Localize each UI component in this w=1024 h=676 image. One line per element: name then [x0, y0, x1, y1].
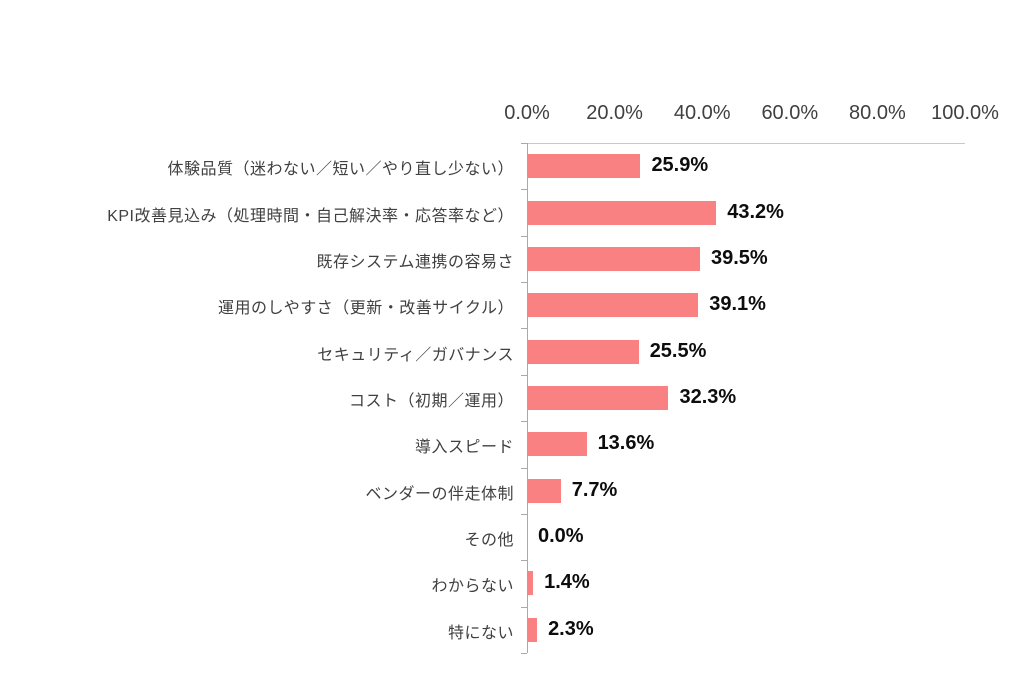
value-label: 1.4%: [544, 571, 590, 594]
value-axis-line: [527, 143, 965, 144]
category-label: ベンダーの伴走体制: [365, 485, 514, 503]
category-label: コスト（初期／運用）: [348, 393, 514, 410]
category-axis-tick: [521, 189, 527, 191]
category-axis-tick: [521, 328, 527, 330]
category-label: KPI改善見込み（処理時間・自己解決率・応答率など）: [107, 207, 514, 225]
x-axis-tick-label: 0.0%: [504, 102, 550, 124]
value-label: 25.5%: [649, 339, 707, 362]
category-axis-tick: [521, 513, 527, 515]
bar: [527, 478, 561, 503]
bar: [527, 386, 669, 410]
value-label: 13.6%: [597, 432, 655, 455]
value-label: 0.0%: [538, 525, 584, 548]
x-axis-tick-label: 100.0%: [931, 102, 999, 124]
x-axis-tick-label: 20.0%: [586, 102, 643, 124]
category-axis-tick: [521, 560, 527, 562]
category-axis-tick: [521, 282, 527, 284]
category-label: 体験品質（迷わない／短い／やり直し少ない）: [167, 161, 514, 179]
bar: [527, 293, 699, 318]
category-label: 導入スピード: [414, 439, 514, 457]
value-label: 2.3%: [548, 617, 594, 640]
x-axis-tick-label: 60.0%: [761, 102, 819, 124]
x-axis-tick-label: 80.0%: [849, 102, 906, 124]
category-axis-tick: [521, 374, 527, 376]
bar: [527, 432, 587, 457]
category-label: 特にない: [447, 624, 514, 642]
bar: [527, 200, 717, 225]
value-label: 32.3%: [679, 386, 737, 408]
category-label: 既存システム連携の容易さ: [316, 253, 514, 271]
category-label: 運用のしやすさ（更新・改善サイクル）: [217, 300, 514, 318]
value-label: 7.7%: [571, 478, 618, 501]
category-axis-tick: [521, 421, 527, 423]
bar: [527, 617, 538, 642]
category-axis-tick: [521, 467, 527, 469]
category-axis-tick: [521, 653, 527, 654]
value-label: 39.5%: [711, 246, 768, 269]
category-label: セキュリティ／ガバナンス: [317, 346, 514, 364]
category-axis-tick: [521, 235, 527, 237]
category-label: その他: [464, 532, 514, 550]
value-label: 43.2%: [727, 200, 784, 223]
category-label: わからない: [431, 578, 514, 596]
bar: [527, 571, 534, 596]
bar: [527, 339, 639, 364]
bar: [527, 154, 641, 179]
category-axis-tick: [521, 143, 527, 144]
x-axis-tick-label: 40.0%: [673, 102, 731, 124]
category-axis-tick: [521, 606, 527, 608]
bar: [527, 246, 700, 271]
value-label: 25.9%: [651, 154, 709, 177]
value-label: 39.1%: [709, 293, 766, 316]
